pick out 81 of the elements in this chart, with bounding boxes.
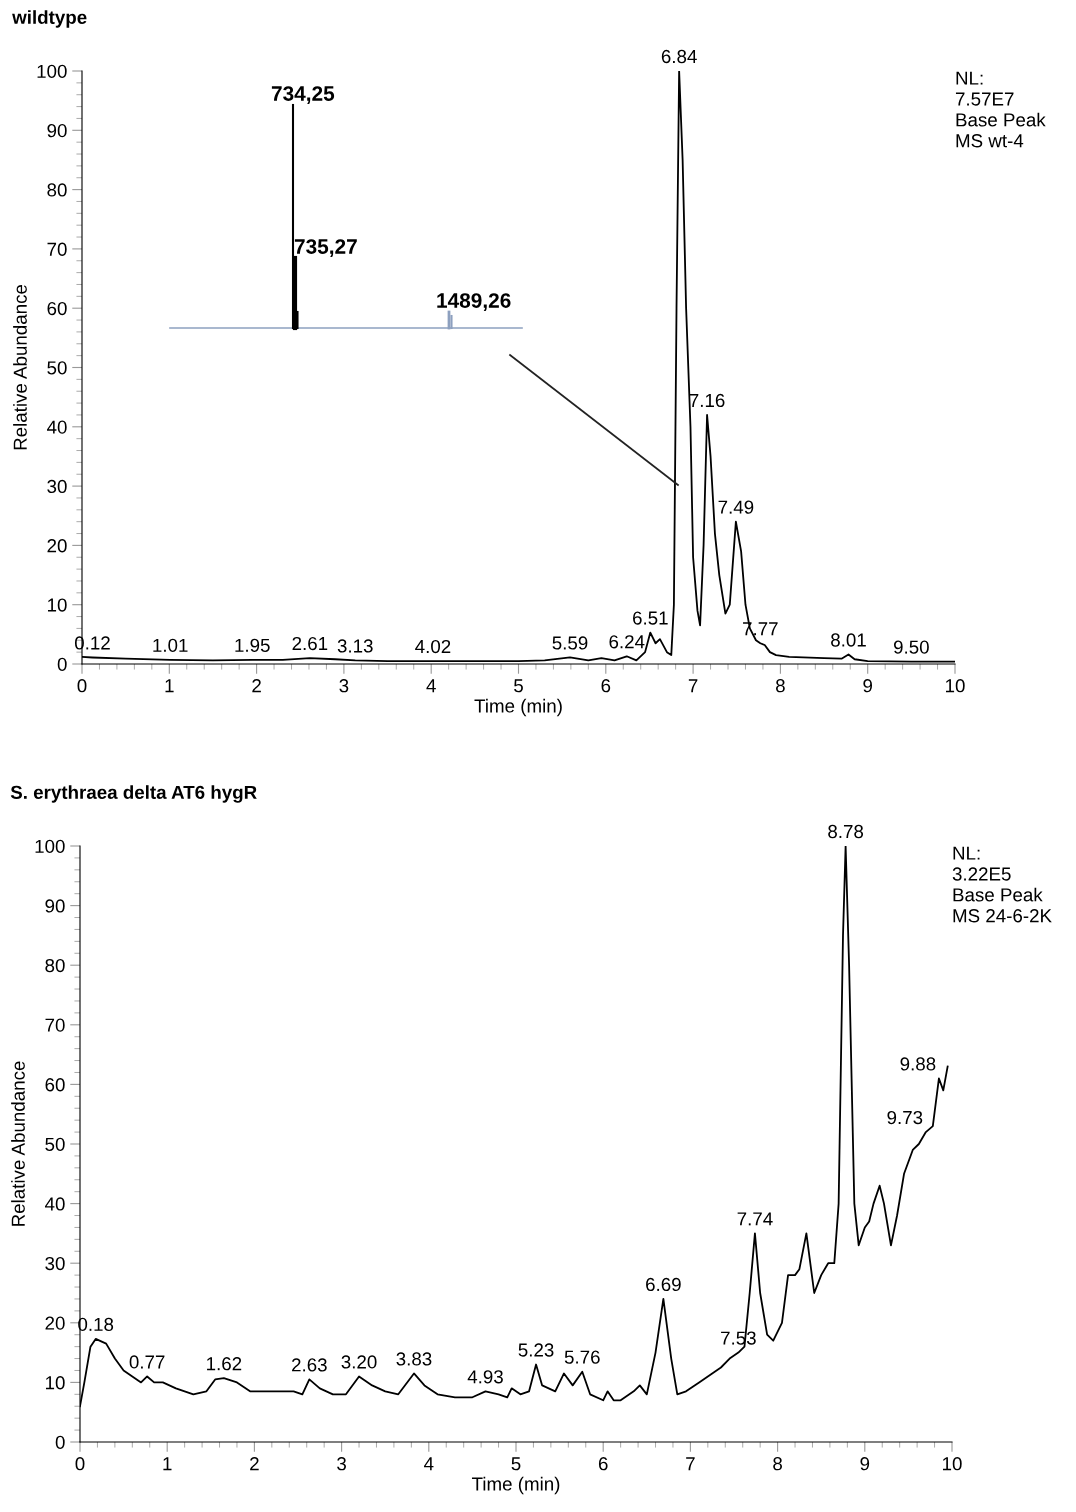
- x-tick-label: 4: [424, 1457, 434, 1471]
- y-tick-label: 80: [45, 958, 65, 973]
- x-tick-label: 9: [860, 1457, 870, 1471]
- y-tick-label: 30: [47, 479, 67, 494]
- y-tick-label: 0: [55, 1435, 65, 1449]
- annotation: 5.23: [518, 1343, 554, 1357]
- annotation: 6.51: [633, 611, 668, 625]
- annotation: 7.74: [737, 1212, 773, 1226]
- y-tick-label: 90: [47, 124, 67, 138]
- x-tick-label: 10: [943, 1457, 962, 1471]
- annotation: 6.24: [609, 635, 645, 649]
- y-tick-label: 50: [47, 361, 67, 375]
- annotation: 3.13: [337, 639, 373, 653]
- x-tick-label: 1: [165, 679, 174, 693]
- y-tick-label: 10: [45, 1376, 65, 1390]
- annotation: 5.76: [564, 1350, 600, 1364]
- x-tick-label: 5: [514, 679, 523, 693]
- x-tick-label: 3: [337, 1457, 346, 1471]
- annotation: 4.02: [415, 639, 451, 654]
- annotation: 7.16: [689, 393, 725, 408]
- x-tick-label: 1: [163, 1457, 172, 1471]
- y-tick-label: 20: [45, 1316, 65, 1330]
- annotation: 7.49: [718, 500, 754, 514]
- x-tick-label: 2: [252, 679, 261, 693]
- y-tick-label: 100: [35, 839, 65, 853]
- x-tick-label: 0: [77, 679, 87, 693]
- y-tick-label: 0: [57, 657, 67, 671]
- y-tick-label: 10: [47, 598, 67, 612]
- annotation: 6.69: [646, 1277, 681, 1292]
- x-tick-label: 5: [511, 1457, 521, 1471]
- annotation: 9.50: [893, 640, 929, 654]
- annotation: 8.01: [831, 633, 866, 647]
- annotation: 9.73: [887, 1110, 923, 1125]
- annotation: 9.88: [900, 1057, 936, 1071]
- y-tick-label: 60: [47, 301, 67, 316]
- text: NL: 7.57E7 Base Peak MS wt-4: [955, 71, 1046, 148]
- chart-title: S. erythraea delta AT6 hygR: [10, 785, 257, 803]
- x-tick-label: 0: [75, 1457, 85, 1471]
- annotation: 3.20: [341, 1355, 377, 1369]
- x-tick-label: 2: [250, 1457, 259, 1471]
- y-tick-label: 90: [45, 899, 65, 913]
- y-tick-label: 40: [44, 1197, 65, 1211]
- annotation: 4.93: [467, 1370, 503, 1384]
- y-tick-label: 50: [45, 1137, 65, 1151]
- y-axis-title: Relative Abundance: [11, 1061, 25, 1226]
- y-tick-label: 60: [45, 1078, 65, 1092]
- y-tick-label: 100: [37, 64, 67, 78]
- x-tick-label: 9: [863, 679, 873, 693]
- annotation: 735,27: [294, 239, 357, 257]
- x-tick-label: 4: [426, 679, 436, 693]
- annotation: 2.61: [292, 636, 328, 651]
- chart-title: wildtype: [12, 10, 87, 28]
- annotation: 1.62: [207, 1357, 242, 1371]
- x-tick-label: 8: [776, 679, 785, 693]
- text: NL: 3.22E5 Base Peak MS 24-6-2K: [952, 846, 1052, 923]
- x-tick-label: 8: [773, 1457, 782, 1471]
- annotation: 8.78: [828, 824, 864, 839]
- x-axis-title: Time (min): [474, 698, 562, 717]
- annotation: 3.83: [396, 1352, 432, 1366]
- x-tick-label: 6: [598, 1457, 608, 1471]
- annotation: 2.63: [292, 1358, 327, 1372]
- x-tick-label: 3: [339, 679, 349, 693]
- annotation: 1.01: [153, 638, 188, 652]
- annotation: 1489,26: [437, 293, 511, 311]
- y-tick-label: 20: [47, 539, 67, 553]
- annotation: 0.77: [129, 1355, 165, 1369]
- annotation: 734,25: [271, 86, 335, 104]
- y-tick-label: 40: [46, 420, 67, 434]
- annotation: 1.95: [235, 638, 270, 652]
- annotation: 5.59: [552, 636, 588, 650]
- x-tick-label: 10: [946, 679, 965, 693]
- y-tick-label: 30: [45, 1256, 65, 1271]
- x-tick-label: 7: [686, 1457, 695, 1471]
- x-tick-label: 7: [688, 679, 698, 693]
- y-axis-title: Relative Abundance: [13, 284, 27, 450]
- x-tick-label: 6: [601, 679, 611, 693]
- y-tick-label: 80: [47, 183, 67, 197]
- annotation: 6.84: [661, 49, 697, 64]
- x-axis-title: Time (min): [471, 1476, 560, 1495]
- y-tick-label: 70: [45, 1018, 65, 1032]
- y-tick-label: 70: [47, 242, 67, 256]
